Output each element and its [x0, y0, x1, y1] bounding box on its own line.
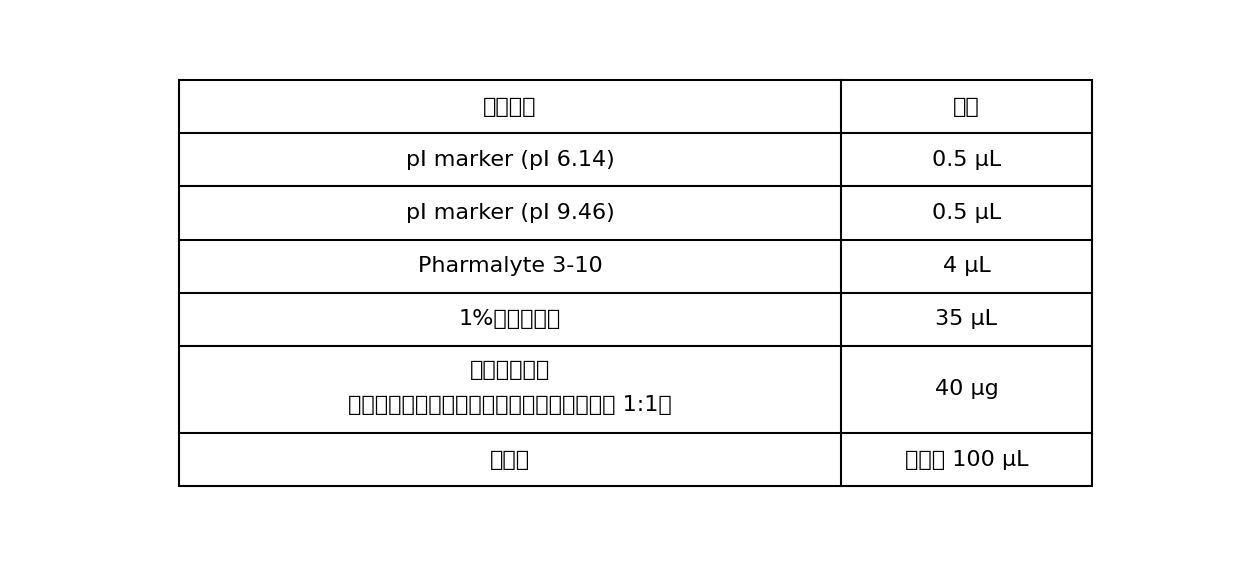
Text: 试剂名称: 试剂名称: [484, 97, 537, 117]
Text: Pharmalyte 3-10: Pharmalyte 3-10: [418, 256, 603, 276]
Text: 用量: 用量: [954, 97, 980, 117]
Text: 40 μg: 40 μg: [935, 379, 998, 399]
Text: 35 μL: 35 μL: [935, 309, 997, 329]
Text: 混合蛋白样品: 混合蛋白样品: [470, 360, 551, 380]
Text: 超纯水: 超纯水: [490, 450, 529, 470]
Text: 4 μL: 4 μL: [942, 256, 991, 276]
Text: pI marker (pI 6.14): pI marker (pI 6.14): [405, 150, 614, 170]
Text: （第一蛋白与第二蛋白的混合液，其浓度比为 1:1）: （第一蛋白与第二蛋白的混合液，其浓度比为 1:1）: [348, 396, 672, 415]
Text: 0.5 μL: 0.5 μL: [932, 150, 1001, 170]
Text: 0.5 μL: 0.5 μL: [932, 203, 1001, 223]
Text: 补足至 100 μL: 补足至 100 μL: [905, 450, 1028, 470]
Text: pI marker (pI 9.46): pI marker (pI 9.46): [405, 203, 614, 223]
Text: 1%甲基纤维素: 1%甲基纤维素: [459, 309, 560, 329]
